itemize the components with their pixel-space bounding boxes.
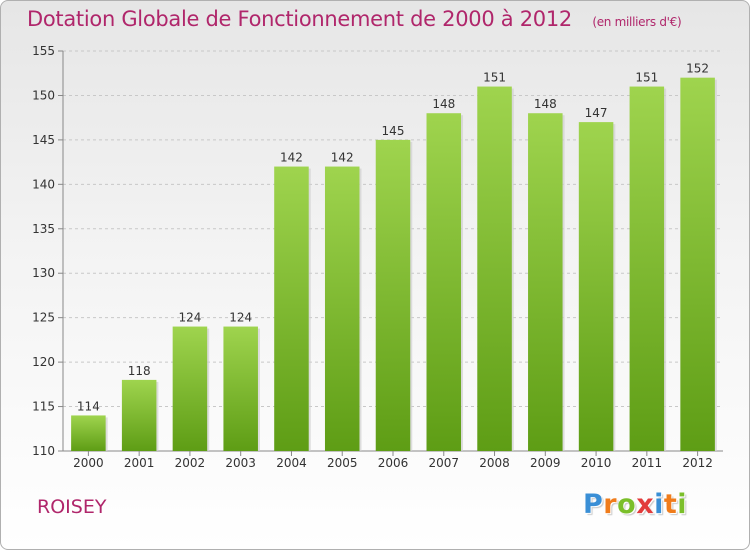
x-tick-label: 2010: [581, 456, 612, 470]
proxiti-logo[interactable]: Proxiti: [583, 489, 687, 520]
chart-unit: (en milliers d'€): [592, 15, 682, 29]
bar: [324, 166, 360, 452]
x-tick-label: 2005: [327, 456, 358, 470]
bar-value-label: 124: [229, 311, 252, 325]
logo-letter: o: [617, 489, 637, 520]
logo-letter: t: [663, 489, 678, 520]
x-tick-label: 2008: [479, 456, 510, 470]
bar-value-label: 142: [280, 151, 303, 165]
y-tick-label: 120: [32, 355, 55, 369]
y-tick-label: 145: [32, 133, 55, 147]
logo-letter: r: [603, 489, 618, 520]
commune-name: ROISEY: [37, 496, 107, 518]
x-tick-label: 2011: [632, 456, 663, 470]
bar-value-label: 148: [432, 97, 455, 111]
bar: [680, 77, 715, 452]
bar: [528, 113, 563, 451]
bar-value-label: 118: [128, 364, 151, 378]
bar: [223, 326, 258, 451]
bar: [172, 326, 208, 451]
bar: [477, 86, 512, 452]
x-tick-label: 2003: [225, 456, 256, 470]
bar-value-label: 151: [635, 71, 658, 85]
x-tick-label: 2004: [276, 456, 307, 470]
logo-letter: x: [636, 489, 655, 520]
x-tick-label: 2000: [73, 456, 104, 470]
x-tick-label: 2001: [124, 456, 155, 470]
x-tick-label: 2002: [175, 456, 206, 470]
logo-letter: i: [654, 489, 664, 520]
y-tick-label: 150: [32, 88, 55, 102]
bar-value-label: 124: [178, 311, 201, 325]
chart-title: Dotation Globale de Fonctionnement de 20…: [27, 7, 682, 31]
chart-title-text: Dotation Globale de Fonctionnement de 20…: [27, 7, 572, 31]
bar: [629, 86, 665, 452]
bar-value-label: 145: [382, 124, 405, 138]
bar-value-label: 151: [483, 71, 506, 85]
bar: [375, 139, 411, 451]
y-tick-label: 125: [32, 311, 55, 325]
y-tick-label: 140: [32, 177, 55, 191]
logo-letter: P: [583, 489, 604, 520]
bar: [426, 113, 462, 451]
x-tick-label: 2006: [378, 456, 409, 470]
y-tick-label: 155: [32, 44, 55, 58]
bar: [274, 166, 309, 452]
bar-value-label: 147: [585, 106, 608, 120]
bar-value-label: 152: [686, 62, 709, 76]
x-tick-label: 2009: [530, 456, 561, 470]
bar-value-label: 148: [534, 97, 557, 111]
y-tick-label: 115: [32, 400, 55, 414]
x-tick-label: 2007: [428, 456, 459, 470]
bar: [71, 415, 106, 451]
y-tick-label: 130: [32, 266, 55, 280]
bar: [578, 122, 614, 451]
y-tick-label: 110: [32, 444, 55, 458]
y-tick-label: 135: [32, 222, 55, 236]
bar: [121, 379, 157, 451]
logo-letter: i: [677, 489, 688, 520]
x-tick-label: 2012: [682, 456, 713, 470]
bar-value-label: 142: [331, 151, 354, 165]
bar-value-label: 114: [77, 399, 100, 413]
